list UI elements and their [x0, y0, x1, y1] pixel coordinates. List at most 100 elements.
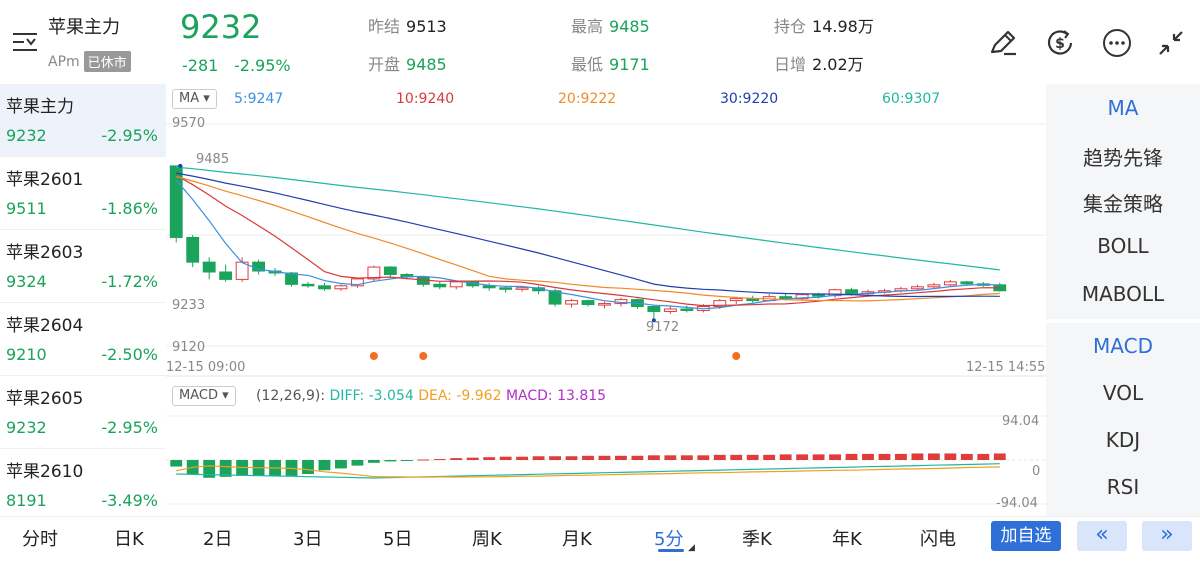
- indicator-rsi[interactable]: RSI: [1106, 475, 1140, 499]
- macd-bar-positive: [895, 453, 907, 460]
- kline-chart-area[interactable]: MA ▾ 5:9247 10:9240 20:9222 30:9220 60:9…: [166, 84, 1046, 516]
- exchange-code: APm: [48, 53, 80, 70]
- ma10-value: 10:9240: [396, 91, 455, 107]
- more-icon[interactable]: [1100, 26, 1134, 60]
- macd-bar-positive: [763, 454, 776, 460]
- indicator-kdj[interactable]: KDJ: [1105, 428, 1141, 452]
- list-item[interactable]: 苹果2601 9511 -1.86%: [0, 157, 166, 230]
- list-item[interactable]: 苹果2610 8191 -3.49%: [0, 449, 166, 522]
- candle-up: [795, 294, 809, 300]
- indicator-trend[interactable]: 趋势先锋: [1083, 146, 1163, 170]
- tab-5min[interactable]: 5分: [654, 529, 684, 550]
- kline-chart[interactable]: [166, 84, 1046, 516]
- stat-label: 最高: [571, 17, 604, 36]
- list-item-pct: -1.86%: [101, 199, 158, 218]
- market-status-badge: 已休市: [83, 51, 131, 72]
- candle-down: [383, 266, 397, 275]
- tab-daily[interactable]: 日K: [114, 529, 144, 550]
- ma-selector-label: MA: [179, 91, 200, 106]
- indicator-strategy[interactable]: 集金策略: [1083, 192, 1163, 216]
- macd-bar-positive: [812, 454, 825, 460]
- list-item-pct: -3.49%: [101, 491, 158, 510]
- macd-bar-positive: [631, 455, 644, 460]
- tab-intraday[interactable]: 分时: [22, 529, 58, 550]
- list-item-name: 苹果主力: [6, 97, 74, 117]
- ma-selector-dropdown[interactable]: MA ▾: [172, 89, 217, 109]
- shrink-icon[interactable]: [1154, 26, 1188, 60]
- candle-up: [663, 308, 677, 312]
- tab-lightning[interactable]: 闪电: [920, 529, 956, 550]
- macd-bar-positive: [911, 453, 924, 460]
- tab-weekly[interactable]: 周K: [472, 529, 502, 550]
- macd-bar-positive: [483, 457, 496, 460]
- indicator-macd[interactable]: MACD: [1093, 334, 1153, 358]
- candle-up: [729, 298, 743, 302]
- candle-up: [449, 281, 463, 288]
- macd-selector-label: MACD: [179, 388, 218, 403]
- ma30-value: 30:9220: [720, 91, 779, 107]
- tab-quarterly[interactable]: 季K: [742, 529, 772, 550]
- indicator-maboll[interactable]: MABOLL: [1081, 282, 1165, 306]
- list-item-pct: -2.95%: [101, 126, 158, 145]
- stat-value: 9485: [406, 55, 447, 74]
- indicator-boll[interactable]: BOLL: [1097, 234, 1149, 258]
- list-item[interactable]: 苹果主力 9232 -2.95%: [0, 84, 166, 157]
- indicator-divider: [1046, 319, 1200, 323]
- macd-bar-positive: [647, 455, 660, 460]
- stat-label: 持仓: [774, 17, 807, 36]
- macd-bar-positive: [944, 453, 957, 460]
- macd-bar-positive: [878, 453, 891, 460]
- candle-down: [812, 294, 826, 297]
- list-item-name: 苹果2601: [6, 170, 84, 190]
- list-item[interactable]: 苹果2604 9210 -2.50%: [0, 303, 166, 376]
- ma5-value: 5:9247: [234, 91, 284, 107]
- macd-bar-positive: [713, 454, 726, 460]
- candle-up: [943, 281, 957, 286]
- macd-bar-positive: [796, 454, 809, 460]
- list-item[interactable]: 苹果2603 9324 -1.72%: [0, 230, 166, 303]
- macd-bar-negative: [351, 460, 364, 466]
- list-item-pct: -1.72%: [101, 272, 158, 291]
- candle-up: [927, 284, 941, 288]
- indicator-vol[interactable]: VOL: [1102, 381, 1144, 405]
- tab-5day[interactable]: 5日: [383, 529, 413, 550]
- price-change-pct: -2.95%: [234, 56, 291, 75]
- stat-label: 昨结: [368, 17, 401, 36]
- indicator-ma[interactable]: MA: [1107, 96, 1139, 120]
- filter-menu-icon[interactable]: [10, 28, 40, 56]
- add-to-watchlist-button[interactable]: 加自选: [991, 521, 1061, 551]
- high-point-dot: [178, 163, 183, 168]
- tab-3day[interactable]: 3日: [293, 529, 323, 550]
- macd-bar-positive: [862, 453, 874, 460]
- macd-value: MACD: 13.815: [505, 388, 607, 404]
- list-item[interactable]: 苹果2605 9232 -2.95%: [0, 376, 166, 449]
- candle-down: [186, 236, 200, 263]
- macd-bar-positive: [598, 455, 611, 460]
- list-item-name: 苹果2610: [6, 462, 84, 482]
- ma5-line: [175, 179, 1000, 310]
- macd-bar-negative: [318, 460, 331, 471]
- last-price: 9232: [180, 8, 262, 46]
- dollar-refresh-icon[interactable]: $: [1043, 26, 1077, 60]
- y-axis-high: 9570: [172, 116, 206, 131]
- prev-button[interactable]: «: [1077, 521, 1127, 551]
- next-button[interactable]: »: [1142, 521, 1192, 551]
- stat-high: 最高 9485: [571, 13, 650, 37]
- pen-icon[interactable]: [986, 26, 1020, 60]
- macd-bar-positive: [960, 453, 973, 460]
- stat-value: 9513: [406, 17, 447, 36]
- list-item-price: 8191: [6, 491, 47, 510]
- candle-up: [713, 300, 727, 308]
- list-item-name: 苹果2603: [6, 243, 84, 263]
- tab-monthly[interactable]: 月K: [562, 529, 592, 550]
- candle-down: [285, 272, 298, 285]
- macd-bar-positive: [582, 455, 594, 460]
- candle-up: [367, 266, 381, 280]
- macd-axis-zero: 0: [1032, 464, 1041, 479]
- tab-2day[interactable]: 2日: [203, 529, 233, 550]
- list-item-name: 苹果2604: [6, 316, 84, 336]
- list-item-pct: -2.95%: [101, 418, 158, 437]
- tab-yearly[interactable]: 年K: [832, 529, 862, 550]
- macd-selector-dropdown[interactable]: MACD ▾: [172, 386, 236, 406]
- stat-label: 开盘: [368, 55, 401, 74]
